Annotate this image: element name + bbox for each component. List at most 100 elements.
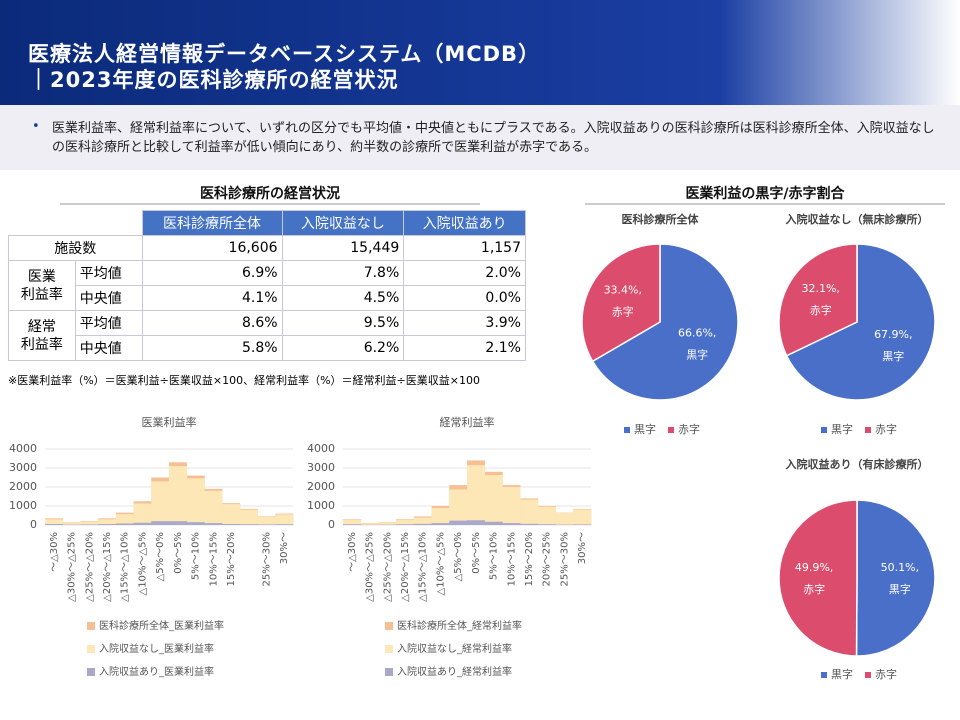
row-label: 平均値 bbox=[74, 260, 143, 286]
pie-slice bbox=[785, 243, 936, 401]
legend-label: 赤字 bbox=[875, 422, 897, 436]
bar bbox=[431, 523, 450, 525]
pie-slice bbox=[778, 243, 858, 357]
x-tick-label: △15%～△10% bbox=[120, 532, 131, 602]
legend-label: 入院収益あり_医業利益率 bbox=[99, 665, 214, 678]
data-label: 赤字 bbox=[612, 305, 634, 319]
bar bbox=[520, 523, 539, 525]
x-tick-label: 10%～15% bbox=[208, 532, 219, 586]
legend-swatch bbox=[865, 672, 871, 678]
bar bbox=[537, 524, 556, 525]
bar bbox=[502, 487, 521, 525]
pie-slice bbox=[591, 243, 739, 401]
data-label: 67.9%, bbox=[874, 328, 912, 341]
bar bbox=[413, 517, 432, 525]
chart-title: 医業利益率 bbox=[142, 415, 197, 429]
x-tick-label: △30%～△25% bbox=[365, 532, 376, 602]
x-tick-label: △5%～0% bbox=[155, 532, 166, 581]
legend-label: 入院収益あり_経常利益率 bbox=[397, 665, 512, 678]
bar bbox=[343, 524, 362, 525]
bar bbox=[555, 513, 574, 525]
legend-swatch bbox=[821, 672, 827, 678]
y-tick-label: 3000 bbox=[307, 461, 335, 474]
bar bbox=[186, 478, 205, 525]
bar bbox=[169, 466, 188, 525]
bar bbox=[257, 524, 276, 525]
x-tick-label: 25%～30% bbox=[261, 532, 272, 586]
data-label: 32.1%, bbox=[801, 282, 839, 295]
bar bbox=[151, 481, 170, 525]
y-tick-label: 0 bbox=[328, 518, 335, 531]
cell: 6.9% bbox=[141, 260, 283, 286]
y-tick-label: 1000 bbox=[9, 499, 37, 512]
legend-swatch bbox=[865, 427, 871, 433]
section-title: 医科診療所の経営状況 bbox=[60, 183, 480, 205]
group-label: 経常 利益率 bbox=[8, 310, 76, 361]
bar bbox=[98, 524, 117, 525]
bar bbox=[239, 524, 258, 525]
legend-swatch bbox=[385, 622, 393, 630]
bar bbox=[502, 523, 521, 525]
pie-slice bbox=[855, 499, 936, 657]
legend-swatch bbox=[385, 668, 393, 676]
col-header: 医科診療所全体 bbox=[141, 210, 283, 236]
x-tick-label: △10%～△5% bbox=[137, 532, 148, 595]
x-tick-label: ～△30% bbox=[49, 532, 60, 572]
x-tick-label: △25%～△20% bbox=[382, 532, 393, 602]
bar bbox=[133, 522, 152, 525]
legend-label: 黒字 bbox=[831, 667, 853, 681]
pie-slice bbox=[778, 499, 858, 657]
note: ※医業利益率（%）＝医業利益÷医業収益×100、経常利益率（%）＝経常利益÷医業… bbox=[8, 374, 480, 387]
bar bbox=[115, 514, 134, 525]
data-label: 赤字 bbox=[803, 582, 825, 596]
pie-title: 入院収益なし（無床診療所） bbox=[786, 212, 929, 226]
bar bbox=[169, 521, 188, 525]
bar bbox=[98, 519, 117, 525]
bar bbox=[467, 465, 486, 525]
bar bbox=[222, 524, 241, 525]
bar bbox=[133, 503, 152, 525]
cell: 4.1% bbox=[141, 285, 283, 311]
bar bbox=[484, 521, 503, 525]
cell: 2.1% bbox=[403, 335, 526, 361]
x-tick-label: ～△30% bbox=[347, 532, 358, 572]
x-tick-label: △20%～△15% bbox=[400, 532, 411, 602]
bar bbox=[573, 524, 592, 525]
group-label: 医業 利益率 bbox=[8, 260, 76, 311]
bar bbox=[257, 517, 276, 525]
bar bbox=[396, 520, 415, 525]
y-tick-label: 3000 bbox=[9, 461, 37, 474]
y-tick-label: 1000 bbox=[307, 499, 335, 512]
title: 医療法人経営情報データベースシステム（MCDB） bbox=[28, 42, 541, 66]
x-tick-label: 30%～ bbox=[577, 532, 588, 564]
bar bbox=[275, 514, 294, 525]
legend-label: 赤字 bbox=[875, 667, 897, 681]
data-label: 黒字 bbox=[889, 582, 911, 596]
bar bbox=[275, 524, 294, 525]
cell: 6.2% bbox=[281, 335, 405, 361]
bar bbox=[239, 509, 258, 525]
x-tick-label: △5%～0% bbox=[453, 532, 464, 581]
y-tick-label: 4000 bbox=[307, 442, 335, 455]
col-header: 入院収益なし bbox=[281, 210, 405, 236]
x-tick-label: △20%～△15% bbox=[102, 532, 113, 602]
bar bbox=[115, 523, 134, 525]
x-tick-label: △30%～△25% bbox=[67, 532, 78, 602]
cell: 9.5% bbox=[281, 310, 405, 336]
x-tick-label: 25%～30% bbox=[559, 532, 570, 586]
x-tick-label: 0%～5% bbox=[471, 532, 482, 574]
legend-label: 黒字 bbox=[831, 422, 853, 436]
row-label: 中央値 bbox=[74, 335, 143, 361]
bar bbox=[151, 521, 170, 525]
data-label: 49.9%, bbox=[795, 561, 833, 574]
header: 医療法人経営情報データベースシステム（MCDB） ｜2023年度の医科診療所の経… bbox=[0, 0, 960, 105]
bar bbox=[431, 507, 450, 525]
cell: 5.8% bbox=[141, 335, 283, 361]
pie-slice bbox=[581, 243, 661, 363]
chart-title: 経常利益率 bbox=[440, 415, 495, 429]
x-tick-label: △10%～△5% bbox=[435, 532, 446, 595]
bar bbox=[45, 519, 64, 525]
x-tick-label: 15%～20% bbox=[524, 532, 535, 586]
bar bbox=[520, 499, 539, 525]
